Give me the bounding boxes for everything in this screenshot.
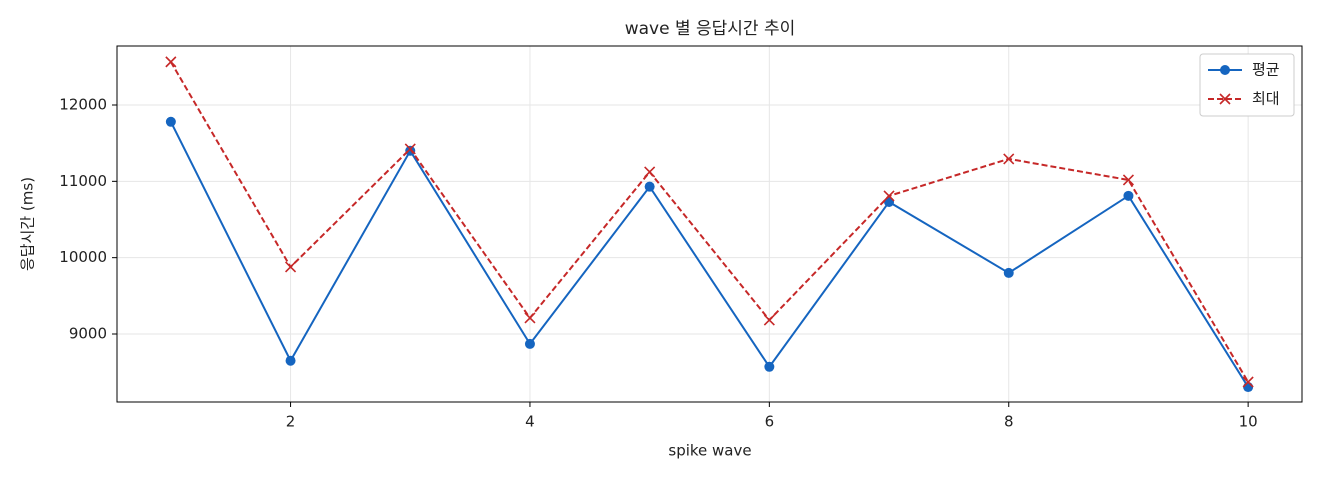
x-tick-label: 2 <box>286 413 296 431</box>
marker <box>1242 376 1254 388</box>
y-tick-label: 10000 <box>59 248 107 266</box>
marker <box>1219 93 1231 105</box>
legend-label: 최대 <box>1252 90 1280 108</box>
series-line <box>169 121 1249 388</box>
marker-stroke <box>284 261 297 273</box>
marker-stroke <box>1122 174 1135 186</box>
marker <box>883 190 895 202</box>
marker <box>524 338 535 349</box>
marker <box>165 56 177 68</box>
marker-stroke <box>644 166 656 178</box>
plot-frame <box>116 45 1303 403</box>
x-tick-label: 10 <box>1239 413 1258 431</box>
marker <box>165 116 176 127</box>
legend-box <box>1199 53 1295 117</box>
marker-stroke <box>1242 376 1254 388</box>
y-axis-label: 응답시간 (ms) <box>19 177 37 271</box>
x-tick-label: 6 <box>765 413 775 431</box>
marker <box>1122 174 1135 186</box>
marker-stroke <box>165 56 177 68</box>
marker-stroke <box>404 143 416 155</box>
marker-stroke <box>524 312 536 324</box>
series-line <box>170 61 1250 383</box>
marker <box>405 145 416 156</box>
marker-stroke <box>763 314 775 326</box>
chart-title: wave 별 응답시간 추이 <box>625 19 796 39</box>
marker <box>764 361 775 372</box>
marker-stroke <box>1219 93 1231 105</box>
x-axis-label: spike wave <box>668 442 751 460</box>
y-tick-label: 9000 <box>69 324 107 342</box>
marker-stroke <box>883 190 895 202</box>
y-tick-label: 11000 <box>59 172 107 190</box>
marker <box>763 314 775 326</box>
x-tick-label: 8 <box>1004 413 1014 431</box>
marker <box>284 261 297 273</box>
marker <box>285 355 296 366</box>
marker <box>1003 153 1015 165</box>
x-tick-label: 4 <box>525 413 535 431</box>
marker <box>1243 382 1254 393</box>
marker <box>644 166 656 178</box>
marker <box>524 312 536 324</box>
marker-stroke <box>1003 153 1015 165</box>
marker <box>644 181 655 192</box>
marker <box>1123 190 1134 201</box>
legend-label: 평균 <box>1252 61 1280 79</box>
marker <box>1220 65 1230 75</box>
marker <box>404 143 416 155</box>
y-tick-label: 12000 <box>59 96 107 114</box>
marker <box>1003 267 1014 278</box>
